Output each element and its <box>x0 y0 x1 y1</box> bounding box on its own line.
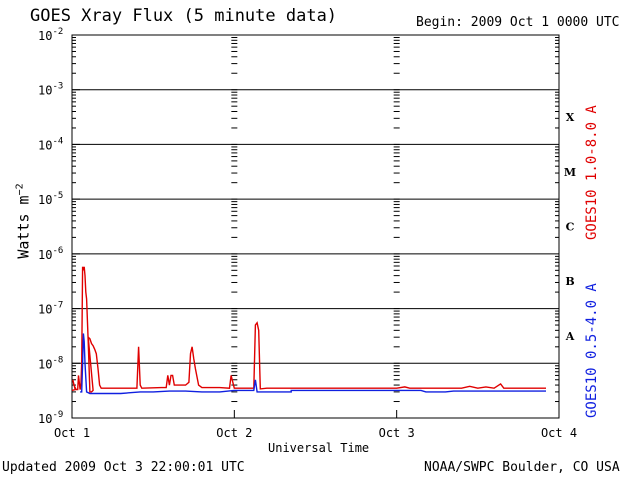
y-tick-label: 10-7 <box>38 301 63 317</box>
x-axis-label: Universal Time <box>268 441 370 455</box>
plot-frame <box>71 34 560 419</box>
y-tick-label: 10-8 <box>38 355 63 371</box>
flare-class-label: A <box>565 330 575 343</box>
flare-class-label: M <box>564 166 576 179</box>
flare-class-label: X <box>566 111 575 124</box>
x-tick-label: Oct 4 <box>541 426 577 440</box>
y-tick-label: 10-9 <box>38 410 63 426</box>
y-tick-label: 10-3 <box>38 82 63 98</box>
x-tick-label: Oct 2 <box>216 426 252 440</box>
begin-time-label: Begin: 2009 Oct 1 0000 UTC <box>416 15 620 30</box>
y-tick-label: 10-6 <box>38 246 63 262</box>
updated-timestamp: Updated 2009 Oct 3 22:00:01 UTC <box>2 460 245 475</box>
credit-label: NOAA/SWPC Boulder, CO USA <box>424 460 620 475</box>
flare-class-label: B <box>565 275 574 288</box>
series-line-long <box>71 266 546 393</box>
x-tick-label: Oct 1 <box>54 426 90 440</box>
flare-class-label: C <box>566 221 575 234</box>
y-tick-label: 10-2 <box>38 27 63 43</box>
series-line-short <box>80 333 546 395</box>
y-tick-label: 10-4 <box>38 136 63 152</box>
chart-title: GOES Xray Flux (5 minute data) <box>30 6 338 26</box>
x-tick-label: Oct 3 <box>379 426 415 440</box>
y-tick-label: 10-5 <box>38 191 63 207</box>
